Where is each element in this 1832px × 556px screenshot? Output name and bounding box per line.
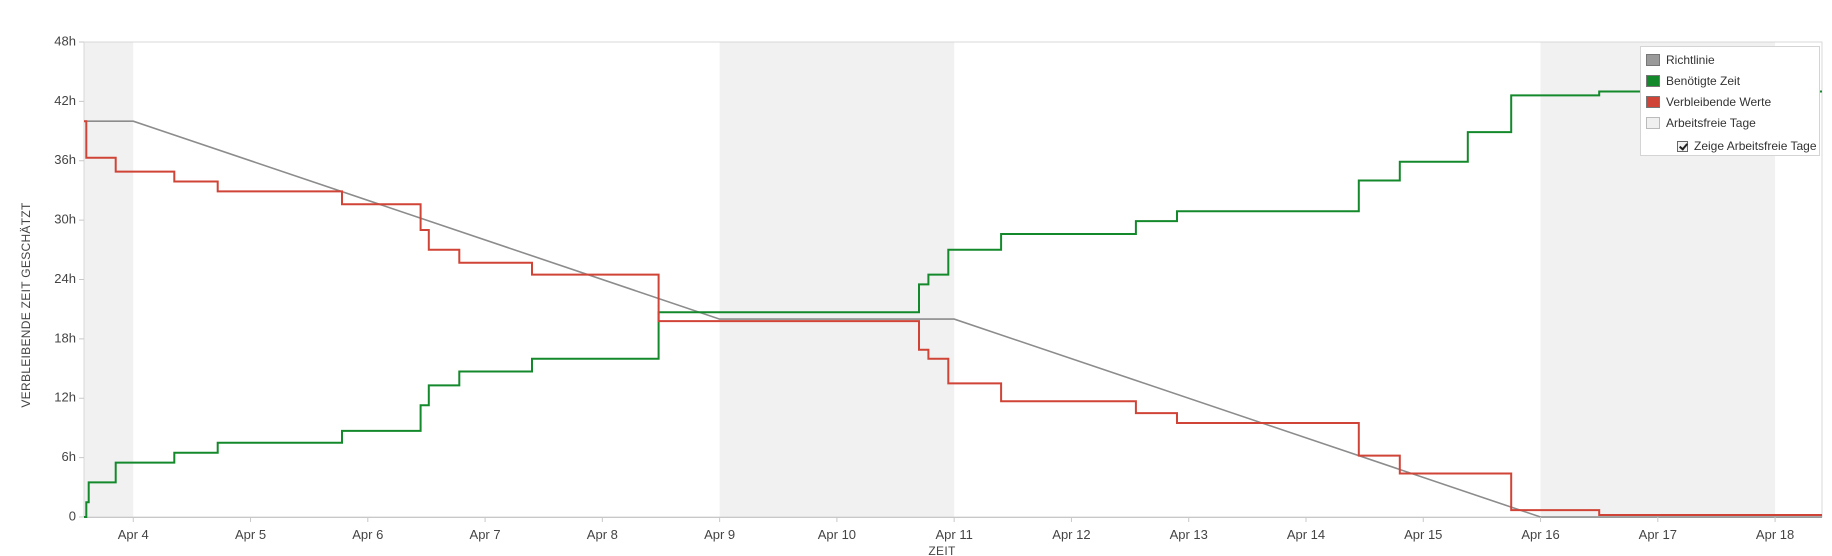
x-axis-title: ZEIT	[928, 544, 956, 556]
legend-swatch	[1646, 96, 1660, 108]
x-tick-label: Apr 4	[118, 527, 149, 542]
x-tick-label: Apr 11	[936, 527, 973, 542]
non-working-bands	[84, 42, 1776, 517]
x-tick-label: Apr 12	[1052, 527, 1090, 542]
y-tick-label: 0	[69, 508, 76, 523]
legend-label: Arbeitsfreie Tage	[1666, 116, 1756, 130]
legend-item-richtlinie[interactable]: Richtlinie	[1646, 52, 1715, 68]
checkbox-label: Zeige Arbeitsfreie Tage	[1694, 139, 1817, 153]
x-tick-label: Apr 13	[1170, 527, 1208, 542]
y-tick-label: 24h	[54, 271, 76, 286]
x-tick-label: Apr 17	[1639, 527, 1677, 542]
series-line-ben-tigte-zeit	[84, 90, 1822, 518]
legend-item-arbeitsfreie-tage[interactable]: Arbeitsfreie Tage	[1646, 115, 1756, 131]
legend-item-benoetigte-zeit[interactable]: Benötigte Zeit	[1646, 73, 1740, 89]
legend-label: Verbleibende Werte	[1666, 95, 1772, 109]
chart-series	[84, 90, 1822, 518]
legend-label: Benötigte Zeit	[1666, 74, 1741, 88]
x-tick-label: Apr 14	[1287, 527, 1325, 542]
x-tick-label: Apr 16	[1521, 527, 1559, 542]
y-axis-title: VERBLEIBENDE ZEIT GESCHÄTZT	[19, 202, 33, 408]
checkbox-checked-icon[interactable]	[1677, 140, 1688, 152]
non-working-band	[719, 42, 955, 517]
x-tick-label: Apr 7	[470, 527, 501, 542]
legend-swatch	[1646, 54, 1660, 66]
non-working-band	[84, 42, 134, 517]
x-axis: Apr 4 Apr 5 Apr 6 Apr 7 Apr 8 Apr 9 Apr 10 Apr …	[118, 517, 1794, 542]
show-non-working-days-checkbox[interactable]: Zeige Arbeitsfreie Tage	[1677, 139, 1817, 153]
legend-swatch	[1646, 117, 1660, 129]
x-tick-label: Apr 15	[1404, 527, 1442, 542]
legend: Richtlinie Benötigte Zeit Verbleibende W…	[1640, 46, 1820, 156]
x-tick-label: Apr 18	[1756, 527, 1794, 542]
y-axis: 0 6h 12h 18h 24h 30h 36h 42h 48h	[54, 33, 84, 523]
x-tick-label: Apr 5	[235, 527, 266, 542]
y-tick-label: 42h	[54, 93, 76, 108]
legend-item-verbleibende-werte[interactable]: Verbleibende Werte	[1646, 94, 1771, 110]
y-tick-label: 48h	[54, 33, 76, 48]
y-tick-label: 6h	[62, 449, 76, 464]
y-tick-label: 30h	[54, 212, 76, 227]
y-tick-label: 36h	[54, 152, 76, 167]
legend-swatch	[1646, 75, 1660, 87]
x-tick-label: Apr 6	[352, 527, 383, 542]
series-line-verbleibende-werte	[84, 120, 1822, 516]
legend-label: Richtlinie	[1666, 53, 1715, 67]
x-tick-label: Apr 8	[587, 527, 618, 542]
series-line-richtlinie	[84, 120, 1822, 518]
x-tick-label: Apr 9	[704, 527, 735, 542]
y-tick-label: 18h	[54, 330, 76, 345]
y-tick-label: 12h	[54, 390, 76, 405]
x-tick-label: Apr 10	[818, 527, 856, 542]
